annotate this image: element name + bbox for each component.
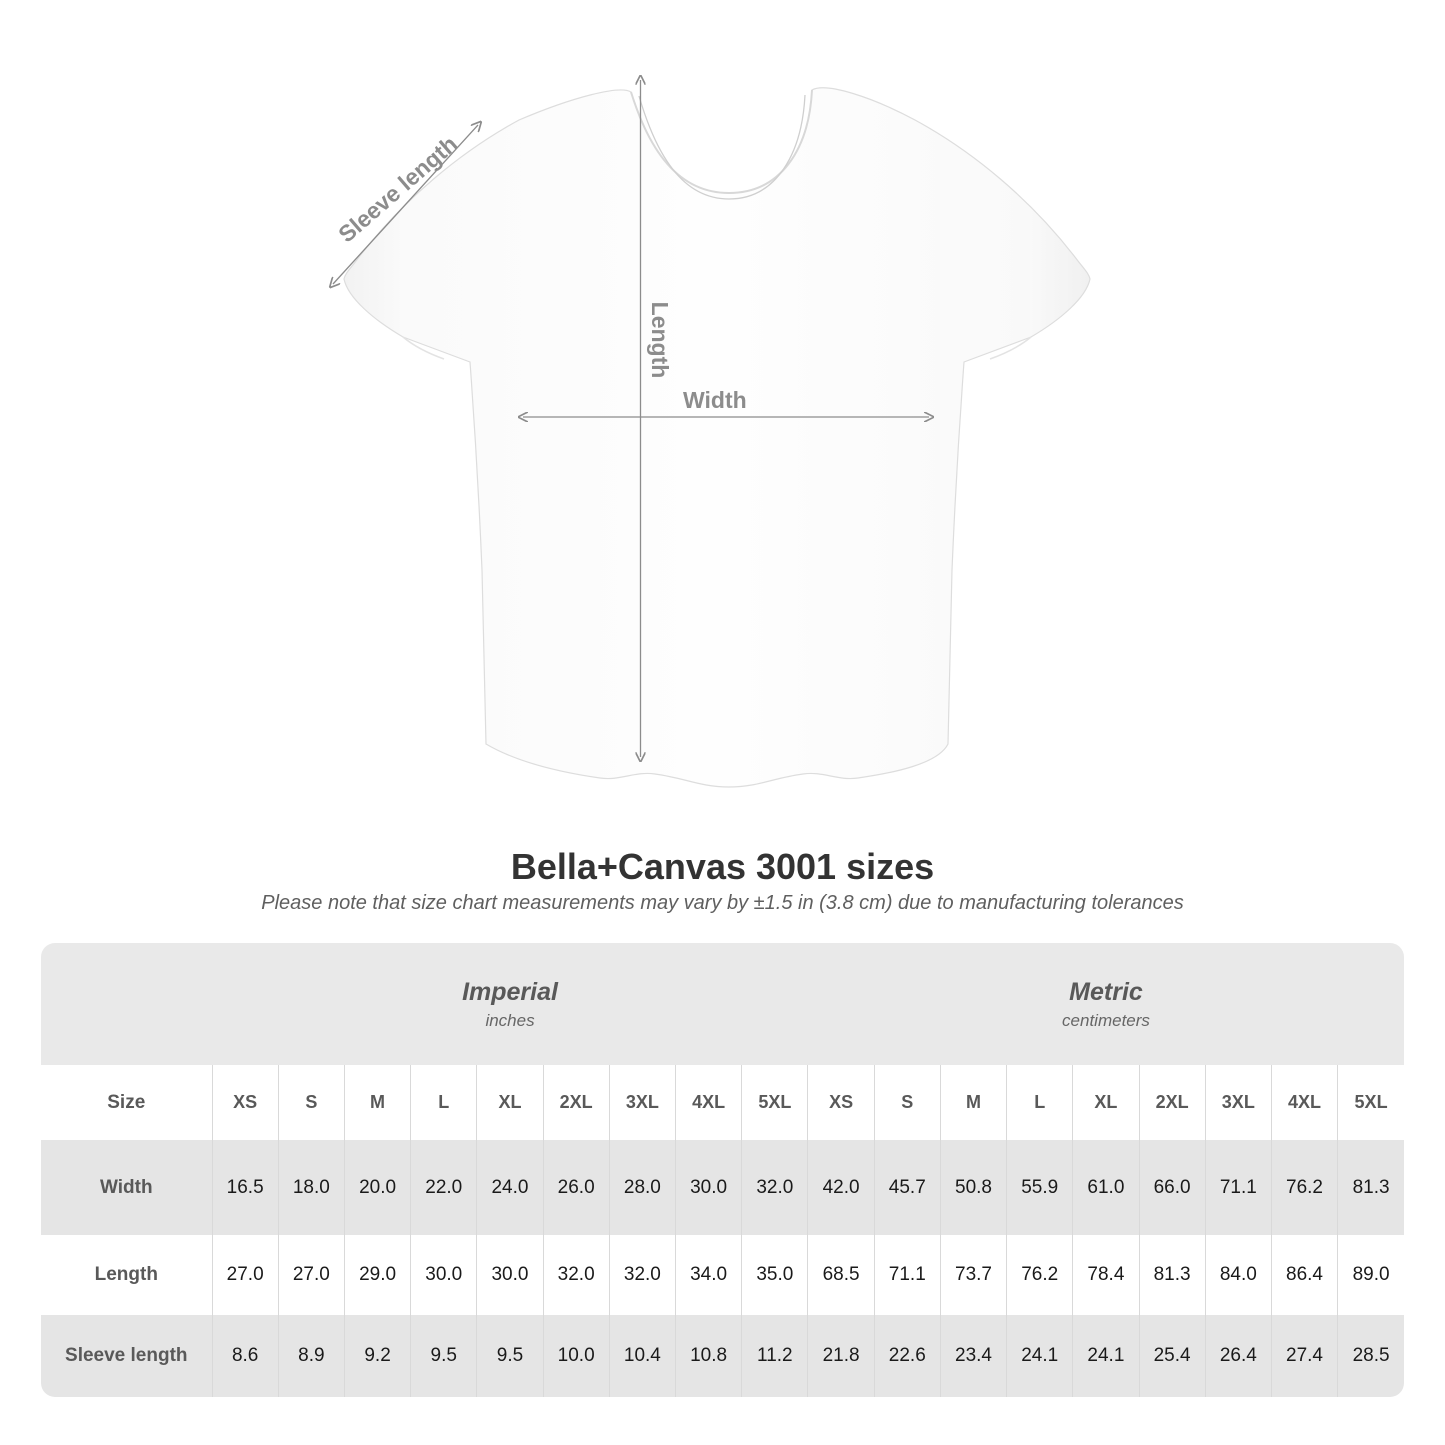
svg-text:Length: Length <box>647 302 673 379</box>
svg-text:Width: Width <box>683 387 747 413</box>
